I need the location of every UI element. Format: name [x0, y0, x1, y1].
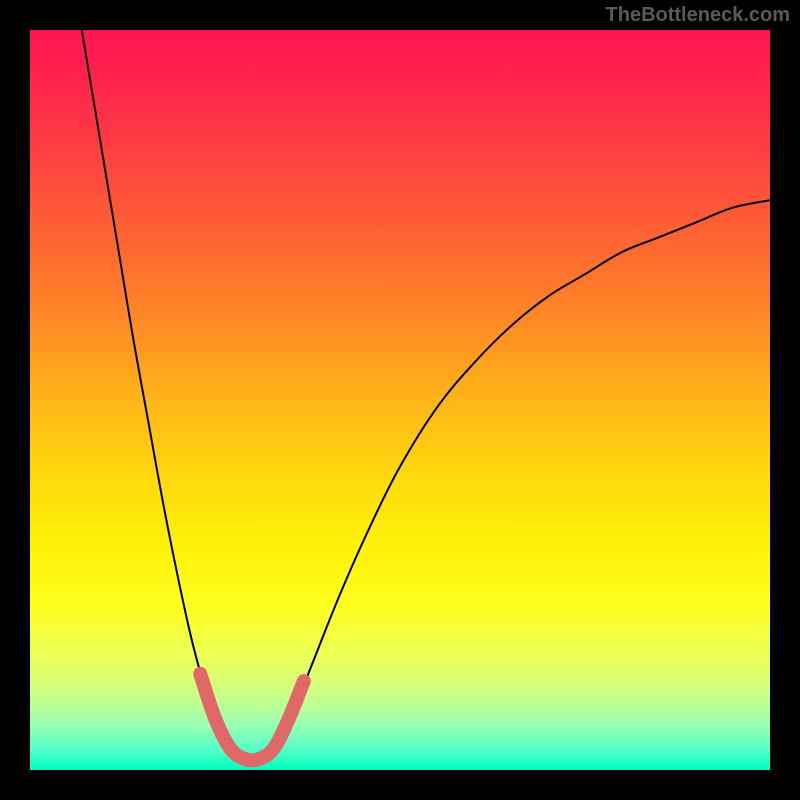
watermark-text: TheBottleneck.com	[606, 4, 790, 27]
chart-container: TheBottleneck.com	[0, 0, 800, 800]
bottleneck-chart	[30, 30, 770, 770]
plot-area	[30, 30, 770, 770]
